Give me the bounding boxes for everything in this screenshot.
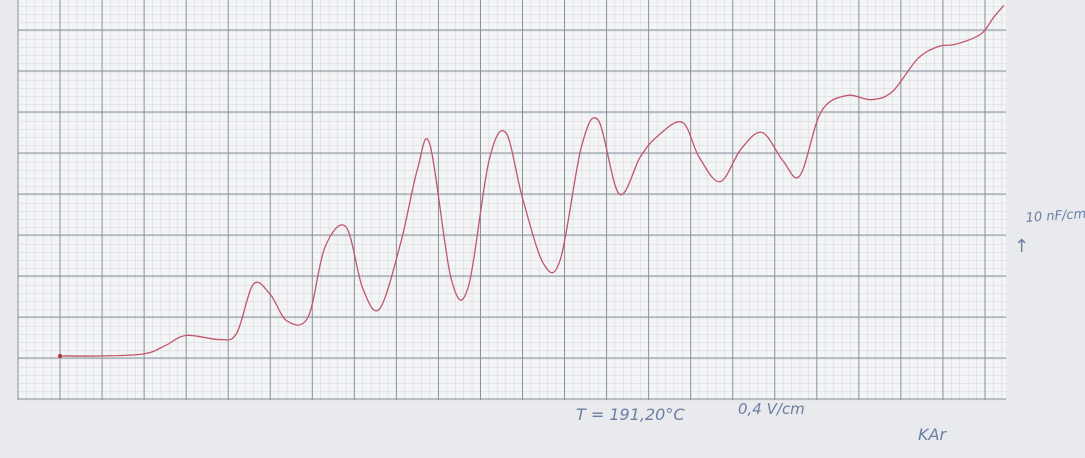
graph-paper — [18, 0, 1006, 400]
y-scale-annotation: 10 nF/cm — [1025, 207, 1085, 226]
y-scale-arrow: ↑ — [1014, 236, 1029, 257]
grid — [17, 0, 1006, 401]
data-curve — [59, 4, 1005, 357]
temperature-annotation: T = 191,20°C — [576, 405, 685, 424]
curve-start-point — [58, 353, 63, 358]
x-scale-annotation: 0,4 V/cm — [738, 400, 805, 418]
initials-signature: KAr — [918, 425, 947, 444]
curve-layer — [58, 4, 1005, 358]
